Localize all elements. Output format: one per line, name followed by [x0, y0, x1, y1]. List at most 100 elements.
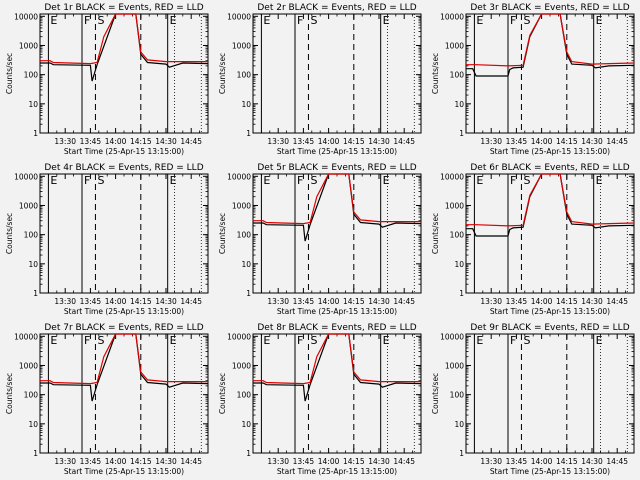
y-tick-label: 1000 — [19, 41, 38, 50]
x-tick-label: 14:15 — [130, 457, 152, 466]
x-tick-label: 14:00 — [105, 137, 127, 146]
chart-panel-9: Det 9r BLACK = Events, RED = LLD 1 10 100 10… — [431, 323, 635, 476]
x-axis-label: Start Time (25-Apr-15 13:15:00) — [64, 307, 184, 316]
y-tick-label: 10 — [454, 100, 464, 109]
chart-panel-6: Det 6r BLACK = Events, RED = LLD 1 10 100 10… — [431, 163, 635, 316]
y-tick-label: 1000 — [445, 201, 464, 210]
y-tick-label: 1 — [246, 289, 251, 298]
plot-frame — [252, 13, 422, 134]
y-tick-label: 1000 — [232, 361, 251, 370]
x-axis-label: Start Time (25-Apr-15 13:15:00) — [490, 307, 610, 316]
x-tick-label: 14:00 — [318, 297, 340, 306]
series-lld-line — [253, 333, 421, 385]
marker-label: S — [523, 174, 530, 187]
marker-label: E — [263, 334, 270, 347]
x-tick-label: 14:00 — [531, 137, 553, 146]
x-tick-label: 14:45 — [606, 457, 628, 466]
chart-title: Det 6r BLACK = Events, RED = LLD — [470, 163, 629, 173]
y-axis-label: Counts/sec — [5, 373, 14, 414]
x-tick-label: 14:45 — [180, 137, 202, 146]
x-tick-label: 14:30 — [581, 297, 603, 306]
chart-panel-3: Det 3r BLACK = Events, RED = LLD 1 10 100 10… — [431, 3, 635, 156]
y-tick-label: 1 — [33, 129, 38, 138]
x-tick-label: 13:45 — [293, 137, 315, 146]
marker-label: E — [170, 334, 177, 347]
plot-frame — [39, 333, 209, 454]
marker-label: S — [523, 334, 530, 347]
series-lld-line — [40, 333, 208, 385]
series-lld-line — [466, 173, 635, 227]
y-axis-label: Counts/sec — [431, 53, 440, 94]
x-tick-label: 13:30 — [54, 457, 76, 466]
marker-label: E — [50, 334, 57, 347]
chart-panel-7: Det 7r BLACK = Events, RED = LLD 1 10 100 10… — [5, 323, 209, 476]
x-tick-label: 13:30 — [480, 297, 502, 306]
y-tick-label: 100 — [24, 231, 39, 240]
plot-frame — [252, 173, 422, 294]
marker-label: E — [50, 14, 57, 27]
marker-label: F — [510, 174, 516, 187]
y-tick-label: 100 — [237, 391, 252, 400]
y-tick-label: 1 — [33, 449, 38, 458]
x-tick-label: 14:30 — [155, 297, 177, 306]
x-tick-label: 13:45 — [80, 297, 102, 306]
x-tick-label: 14:30 — [368, 137, 390, 146]
marker-label: E — [596, 14, 603, 27]
marker-label: F — [84, 334, 90, 347]
chart-panel-4: Det 4r BLACK = Events, RED = LLD 1 10 100 10… — [5, 163, 209, 316]
y-axis-label: Counts/sec — [5, 213, 14, 254]
x-tick-label: 14:30 — [581, 137, 603, 146]
x-tick-label: 14:45 — [606, 137, 628, 146]
series-lld-line — [253, 173, 421, 225]
y-tick-label: 10 — [28, 100, 38, 109]
y-tick-label: 10000 — [440, 172, 464, 181]
y-axis-label: Counts/sec — [431, 213, 440, 254]
y-tick-label: 1000 — [19, 361, 38, 370]
y-axis-label: Counts/sec — [5, 53, 14, 94]
chart-panel-8: Det 8r BLACK = Events, RED = LLD 1 10 100 10… — [218, 323, 422, 476]
series-events-line — [466, 13, 635, 77]
series-events-line — [466, 173, 635, 237]
marker-label: F — [297, 174, 303, 187]
y-tick-label: 100 — [450, 231, 465, 240]
y-tick-label: 1 — [459, 449, 464, 458]
x-tick-label: 14:00 — [318, 137, 340, 146]
marker-label: F — [297, 14, 303, 27]
x-tick-label: 13:45 — [80, 137, 102, 146]
marker-label: S — [310, 14, 317, 27]
y-tick-label: 10 — [241, 420, 251, 429]
x-tick-label: 13:30 — [267, 137, 289, 146]
y-tick-label: 1 — [246, 129, 251, 138]
x-tick-label: 14:45 — [606, 297, 628, 306]
x-tick-label: 14:15 — [343, 137, 365, 146]
x-tick-label: 14:45 — [393, 457, 415, 466]
x-tick-label: 14:30 — [368, 457, 390, 466]
chart-panel-5: Det 5r BLACK = Events, RED = LLD 1 10 100 10… — [218, 163, 422, 316]
marker-label: E — [383, 334, 390, 347]
y-tick-label: 1000 — [445, 361, 464, 370]
x-axis-label: Start Time (25-Apr-15 13:15:00) — [64, 147, 184, 156]
marker-label: F — [84, 174, 90, 187]
x-tick-label: 14:15 — [343, 457, 365, 466]
y-tick-label: 1 — [33, 289, 38, 298]
marker-label: E — [50, 174, 57, 187]
x-axis-label: Start Time (25-Apr-15 13:15:00) — [64, 467, 184, 476]
x-tick-label: 13:30 — [54, 137, 76, 146]
y-axis-label: Counts/sec — [218, 373, 227, 414]
y-tick-label: 1 — [246, 449, 251, 458]
y-tick-label: 1000 — [232, 201, 251, 210]
x-axis-label: Start Time (25-Apr-15 13:15:00) — [277, 307, 397, 316]
y-tick-label: 100 — [237, 71, 252, 80]
x-axis-label: Start Time (25-Apr-15 13:15:00) — [490, 147, 610, 156]
x-tick-label: 13:30 — [267, 457, 289, 466]
x-tick-label: 13:45 — [506, 457, 528, 466]
marker-label: E — [596, 174, 603, 187]
chart-panel-1: Det 1r BLACK = Events, RED = LLD 1 10 100 10… — [5, 3, 209, 156]
x-tick-label: 14:15 — [556, 457, 578, 466]
x-tick-label: 14:15 — [556, 137, 578, 146]
marker-label: E — [263, 14, 270, 27]
y-tick-label: 10000 — [227, 172, 251, 181]
plot-frame — [252, 333, 422, 454]
y-tick-label: 10 — [454, 420, 464, 429]
y-axis-label: Counts/sec — [218, 213, 227, 254]
